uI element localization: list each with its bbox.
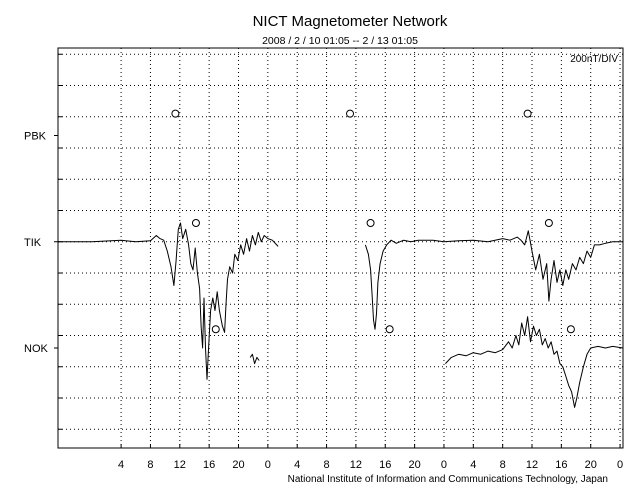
event-markers: [171, 109, 575, 334]
station-axis: PBK TIK NOK: [24, 53, 62, 430]
time-axis: 4 8 12 16 20 0 4 8 12 16 20 0 4 8 12 16 20 0: [118, 444, 623, 471]
marker-tik: [544, 219, 553, 227]
x-tick-label: 20: [585, 459, 597, 471]
x-tick-label: 12: [174, 459, 186, 471]
x-tick-label: 0: [441, 459, 447, 471]
chart-subtitle: 2008 / 2 / 10 01:05 -- 2 / 13 01:05: [262, 35, 418, 47]
trace-nok: [249, 353, 260, 365]
x-tick-label: 4: [470, 459, 476, 471]
x-tick-label: 16: [203, 459, 215, 471]
x-tick-label: 0: [617, 459, 623, 471]
station-label-tik: TIK: [24, 237, 42, 249]
x-tick-label: 4: [118, 459, 124, 471]
x-tick-label: 16: [555, 459, 567, 471]
footer-credit: National Institute of Information and Co…: [288, 474, 608, 485]
x-tick-label: 16: [379, 459, 391, 471]
traces: [58, 222, 624, 408]
x-tick-label: 0: [265, 459, 271, 471]
marker-pbk: [523, 109, 532, 118]
x-tick-label: 4: [294, 459, 300, 471]
plot-frame: [57, 47, 624, 449]
grid: [58, 48, 623, 448]
marker-nok: [211, 325, 220, 334]
station-label-nok: NOK: [24, 343, 49, 355]
trace-tik: [364, 230, 623, 330]
x-tick-label: 8: [147, 459, 153, 471]
marker-pbk: [171, 109, 180, 118]
marker-nok: [385, 325, 394, 334]
trace-tik: [58, 222, 279, 380]
x-tick-label: 8: [500, 459, 506, 471]
station-label-pbk: PBK: [24, 131, 47, 143]
marker-tik: [366, 219, 375, 227]
x-tick-label: 12: [526, 459, 538, 471]
chart-title: NICT Magnetometer Network: [253, 13, 448, 30]
marker-nok: [566, 325, 575, 334]
x-tick-label: 8: [323, 459, 329, 471]
trace-nok: [445, 316, 624, 408]
marker-tik: [191, 219, 200, 227]
scale-label: 200nT/DIV: [570, 54, 618, 65]
x-tick-label: 20: [408, 459, 420, 471]
x-tick-label: 12: [350, 459, 362, 471]
x-tick-label: 20: [232, 459, 244, 471]
marker-pbk: [346, 109, 355, 118]
